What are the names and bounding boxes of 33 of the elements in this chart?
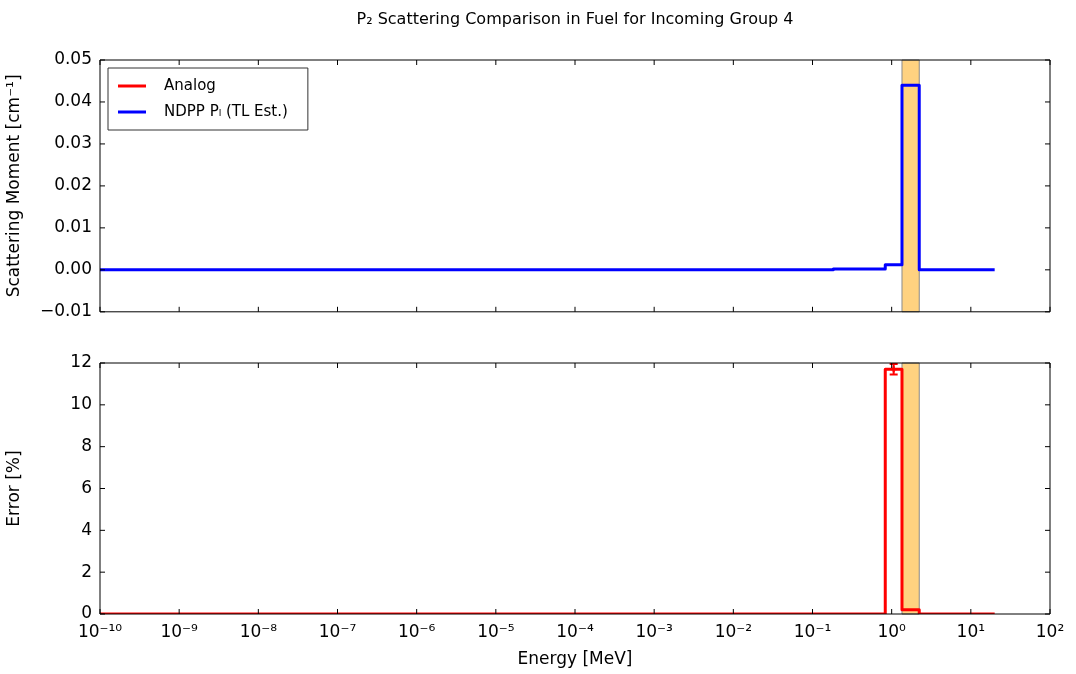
y-axis-title: Scattering Moment [cm⁻¹]: [2, 74, 23, 298]
chart-title: P₂ Scattering Comparison in Fuel for Incoming Group 4: [356, 9, 794, 29]
y-tick-label: 0.02: [54, 174, 92, 195]
y-tick-label: 8: [81, 435, 92, 456]
y-tick-label: 0.03: [54, 132, 92, 153]
x-tick-label: 10⁻⁷: [318, 620, 357, 641]
x-tick-label: 10⁻⁵: [477, 620, 515, 641]
y-tick-label: 6: [81, 476, 92, 497]
y-tick-label: 12: [70, 351, 92, 372]
x-tick-label: 10⁻³: [635, 620, 673, 641]
x-tick-label: 10¹: [956, 620, 986, 641]
legend-label: NDPP Pₗ (TL Est.): [164, 101, 288, 120]
x-axis-title: Energy [MeV]: [517, 648, 633, 669]
x-tick-label: 10⁻²: [714, 620, 753, 641]
y-tick-label: 10: [70, 393, 92, 414]
y-tick-label: 2: [81, 560, 92, 581]
y-tick-label: 0.05: [54, 48, 92, 69]
y-tick-label: 4: [81, 518, 92, 539]
y-axis-title: Error [%]: [2, 450, 23, 527]
y-tick-label: 0.04: [54, 90, 92, 111]
x-tick-label: 10⁻⁹: [160, 620, 199, 641]
legend-label: Analog: [164, 75, 216, 94]
y-tick-label: 0.00: [54, 258, 92, 279]
x-tick-label: 10⁻⁶: [397, 620, 436, 641]
y-tick-label: −0.01: [39, 300, 92, 321]
x-tick-label: 10⁻⁴: [556, 620, 594, 641]
x-tick-label: 10²: [1035, 620, 1065, 641]
x-tick-label: 10⁻⁸: [239, 620, 278, 641]
x-tick-label: 10⁻¹⁰: [77, 620, 123, 641]
x-tick-label: 10⁻¹: [793, 620, 832, 641]
y-tick-label: 0.01: [54, 216, 92, 237]
x-tick-label: 10⁰: [877, 620, 907, 641]
y-tick-label: 0: [81, 602, 92, 623]
